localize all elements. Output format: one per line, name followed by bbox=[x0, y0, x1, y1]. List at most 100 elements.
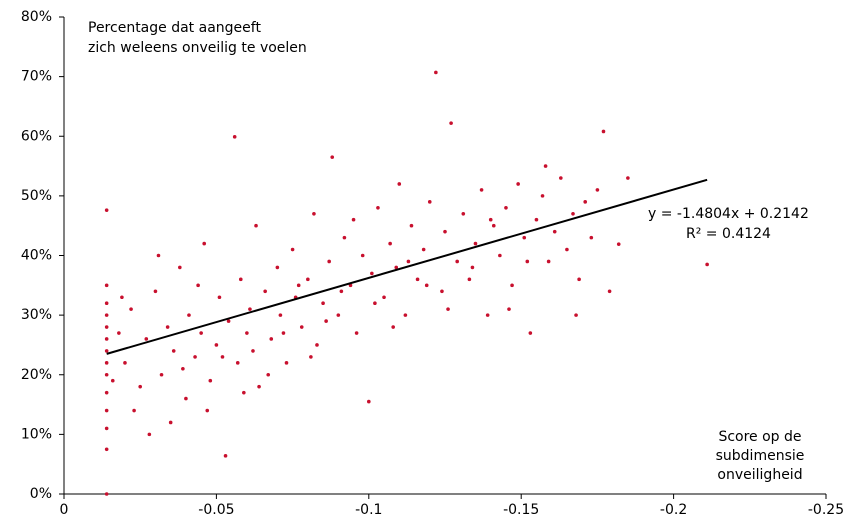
point bbox=[254, 223, 258, 228]
point bbox=[104, 349, 109, 353]
point bbox=[626, 176, 630, 180]
point bbox=[269, 337, 274, 341]
point bbox=[202, 241, 207, 246]
point bbox=[199, 331, 203, 335]
x-axis-label: subdimensie bbox=[716, 448, 805, 464]
point bbox=[516, 182, 520, 186]
point bbox=[595, 188, 600, 192]
point bbox=[104, 492, 109, 496]
point bbox=[534, 217, 539, 222]
point bbox=[522, 235, 527, 240]
point bbox=[324, 319, 328, 323]
trendline bbox=[106, 178, 708, 355]
r-squared: R² = 0.4124 bbox=[686, 226, 771, 242]
point bbox=[196, 283, 200, 288]
y-axis-label: Percentage dat aangeeft bbox=[88, 20, 261, 36]
point bbox=[257, 384, 261, 389]
point bbox=[226, 319, 231, 323]
point bbox=[540, 194, 545, 198]
point bbox=[104, 390, 109, 395]
point bbox=[104, 325, 109, 329]
y-tick-label: 0% bbox=[30, 486, 52, 502]
y-tick-label: 20% bbox=[21, 367, 52, 383]
point bbox=[184, 396, 188, 401]
point bbox=[315, 343, 319, 347]
point bbox=[181, 366, 185, 371]
point bbox=[156, 253, 161, 258]
point bbox=[104, 408, 109, 413]
point bbox=[342, 235, 347, 240]
point bbox=[104, 447, 109, 452]
point bbox=[208, 378, 213, 383]
point bbox=[232, 135, 237, 139]
point bbox=[510, 283, 514, 288]
x-tick-label: -0.2 bbox=[660, 502, 687, 518]
point bbox=[123, 361, 127, 365]
point bbox=[467, 277, 472, 282]
point bbox=[370, 271, 374, 276]
point bbox=[284, 361, 289, 365]
point bbox=[168, 420, 173, 425]
x-axis-label: onveiligheid bbox=[717, 467, 802, 483]
point bbox=[220, 355, 225, 359]
point bbox=[397, 182, 402, 186]
point bbox=[248, 307, 252, 311]
x-tick-label: -0.1 bbox=[355, 502, 382, 518]
x-tick-label: -0.05 bbox=[198, 502, 234, 518]
point bbox=[504, 206, 508, 210]
point bbox=[607, 289, 612, 294]
x-axis-label: Score op de bbox=[718, 429, 801, 445]
point bbox=[223, 454, 228, 458]
point bbox=[583, 200, 588, 204]
x-tick-label: -0.15 bbox=[503, 502, 539, 518]
point bbox=[485, 313, 490, 317]
point bbox=[132, 408, 136, 413]
point bbox=[479, 188, 484, 192]
point bbox=[525, 259, 530, 264]
point bbox=[104, 283, 109, 288]
point bbox=[278, 313, 283, 317]
point bbox=[171, 349, 176, 353]
point bbox=[552, 229, 557, 234]
point bbox=[461, 211, 466, 216]
point bbox=[290, 247, 295, 252]
point bbox=[565, 247, 569, 252]
y-tick-label: 60% bbox=[21, 128, 52, 144]
point bbox=[373, 301, 377, 306]
point bbox=[275, 265, 280, 270]
point bbox=[147, 432, 152, 437]
point bbox=[705, 262, 709, 267]
point bbox=[309, 355, 313, 359]
point bbox=[528, 331, 533, 335]
point bbox=[217, 295, 222, 300]
point bbox=[440, 289, 444, 294]
point bbox=[354, 331, 359, 335]
point bbox=[574, 313, 578, 317]
y-tick-label: 80% bbox=[21, 9, 52, 25]
point bbox=[421, 247, 426, 252]
point bbox=[235, 361, 240, 365]
point bbox=[104, 372, 109, 377]
point bbox=[409, 223, 414, 228]
point bbox=[507, 307, 511, 311]
point bbox=[406, 259, 411, 264]
point bbox=[321, 301, 325, 306]
point bbox=[266, 372, 271, 377]
point bbox=[153, 289, 158, 294]
point bbox=[144, 337, 149, 341]
point bbox=[214, 343, 219, 347]
point bbox=[577, 277, 581, 282]
point bbox=[159, 372, 164, 377]
point bbox=[193, 355, 197, 359]
point bbox=[415, 277, 420, 282]
point bbox=[559, 176, 563, 180]
point bbox=[327, 259, 331, 264]
point bbox=[470, 265, 475, 270]
point bbox=[129, 307, 133, 311]
point bbox=[455, 259, 459, 264]
point bbox=[543, 164, 548, 168]
point bbox=[446, 307, 450, 311]
point bbox=[601, 129, 606, 134]
point bbox=[178, 265, 182, 270]
point bbox=[312, 211, 316, 216]
